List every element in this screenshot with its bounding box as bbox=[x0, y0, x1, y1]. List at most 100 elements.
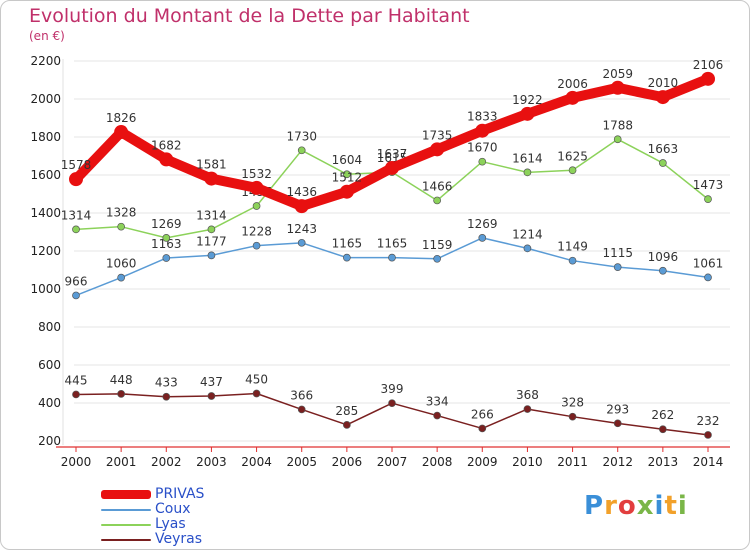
series-veyras: 445 448 433 437 450 366 285 399 334 266 368 328 293 2… bbox=[65, 373, 720, 439]
data-point-lyas bbox=[568, 166, 577, 175]
x-tick-label: 2000 bbox=[61, 455, 92, 469]
data-point-veyras bbox=[433, 411, 441, 420]
data-point-privas bbox=[114, 125, 129, 140]
data-label-lyas: 1269 bbox=[151, 217, 182, 231]
x-tick-label: 2001 bbox=[106, 455, 137, 469]
data-point-veyras bbox=[343, 421, 351, 429]
data-label-lyas: 1466 bbox=[422, 179, 453, 193]
data-label-coux: 1214 bbox=[512, 227, 543, 241]
data-point-veyras bbox=[568, 412, 577, 421]
data-label-lyas: 1604 bbox=[332, 153, 363, 167]
x-tick-label: 2013 bbox=[648, 455, 679, 469]
legend-swatch-veyras bbox=[101, 538, 151, 541]
data-point-privas bbox=[610, 80, 625, 95]
data-label-veyras: 232 bbox=[697, 414, 720, 428]
data-label-veyras: 366 bbox=[290, 388, 313, 402]
y-tick-label: 600 bbox=[38, 358, 61, 372]
legend-label-coux: Coux bbox=[155, 501, 191, 517]
data-label-privas: 1922 bbox=[512, 93, 543, 107]
data-label-coux: 1165 bbox=[332, 237, 363, 251]
data-point-lyas bbox=[343, 170, 351, 179]
data-point-privas bbox=[69, 172, 83, 187]
data-label-privas: 1682 bbox=[151, 138, 182, 152]
data-point-lyas bbox=[523, 168, 532, 177]
data-point-lyas bbox=[207, 225, 216, 234]
logo-letter: o bbox=[617, 491, 637, 521]
data-label-veyras: 328 bbox=[561, 396, 584, 410]
data-label-coux: 1163 bbox=[151, 237, 182, 251]
data-point-lyas bbox=[117, 222, 125, 231]
x-tick-label: 2012 bbox=[602, 455, 633, 469]
data-point-coux bbox=[433, 254, 441, 263]
data-point-coux bbox=[252, 241, 261, 250]
y-tick-label: 800 bbox=[38, 320, 61, 334]
data-label-privas: 2106 bbox=[693, 58, 724, 72]
chart-title: Evolution du Montant de la Dette par Hab… bbox=[29, 5, 470, 27]
data-label-lyas: 1614 bbox=[512, 151, 543, 165]
data-point-coux bbox=[704, 273, 712, 282]
data-point-lyas bbox=[297, 146, 306, 155]
data-point-privas bbox=[159, 152, 174, 167]
data-point-lyas bbox=[433, 196, 441, 205]
data-point-veyras bbox=[162, 392, 171, 401]
data-label-lyas: 1663 bbox=[648, 142, 679, 156]
chart-subtitle: (en €) bbox=[29, 29, 65, 43]
series-lyas: 1314132812691314143717301604161514661670… bbox=[61, 118, 724, 242]
data-label-veyras: 399 bbox=[381, 382, 404, 396]
data-point-coux bbox=[388, 253, 396, 262]
data-label-lyas: 1730 bbox=[286, 129, 317, 143]
x-tick-label: 2006 bbox=[332, 455, 363, 469]
data-label-coux: 1115 bbox=[602, 246, 633, 260]
data-label-lyas: 1670 bbox=[467, 141, 498, 155]
data-label-coux: 1159 bbox=[422, 238, 453, 252]
y-tick-label: 400 bbox=[38, 396, 61, 410]
data-point-privas bbox=[520, 106, 535, 121]
data-point-veyras bbox=[252, 389, 261, 398]
x-tick-label: 2008 bbox=[422, 455, 453, 469]
x-tick-label: 2003 bbox=[196, 455, 227, 469]
data-label-privas: 2010 bbox=[648, 76, 679, 90]
legend-label-privas: PRIVAS bbox=[155, 486, 205, 502]
data-point-coux bbox=[297, 238, 306, 247]
y-tick-label: 2000 bbox=[30, 92, 61, 106]
data-point-veyras bbox=[704, 431, 712, 439]
data-label-privas: 1512 bbox=[332, 171, 363, 185]
data-label-privas: 1735 bbox=[422, 128, 453, 142]
data-label-coux: 1243 bbox=[286, 222, 317, 236]
y-tick-label: 1200 bbox=[30, 244, 61, 258]
data-point-veyras bbox=[523, 405, 532, 413]
logo-letter: i bbox=[654, 491, 665, 521]
data-point-veyras bbox=[388, 399, 396, 408]
data-label-veyras: 445 bbox=[65, 373, 88, 387]
x-tick-label: 2009 bbox=[467, 455, 498, 469]
logo-letter: i bbox=[677, 491, 688, 521]
legend-item-veyras: Veyras bbox=[101, 532, 204, 547]
data-label-veyras: 437 bbox=[200, 375, 223, 389]
data-label-lyas: 1788 bbox=[602, 118, 633, 132]
data-point-coux bbox=[207, 251, 216, 260]
data-label-coux: 1149 bbox=[557, 240, 588, 254]
y-tick-label: 1800 bbox=[30, 130, 61, 144]
legend-label-lyas: Lyas bbox=[155, 516, 186, 532]
data-label-coux: 1060 bbox=[106, 257, 137, 271]
logo-letter: P bbox=[584, 491, 605, 521]
x-tick-label: 2002 bbox=[151, 455, 182, 469]
data-point-privas bbox=[430, 142, 445, 157]
data-label-veyras: 448 bbox=[110, 373, 133, 387]
data-point-coux bbox=[343, 253, 351, 262]
data-label-veyras: 293 bbox=[606, 402, 629, 416]
data-label-lyas: 1473 bbox=[693, 178, 724, 192]
x-tick-label: 2014 bbox=[693, 455, 724, 469]
data-label-veyras: 334 bbox=[426, 395, 449, 409]
data-label-privas: 1532 bbox=[241, 167, 272, 181]
data-point-lyas bbox=[252, 202, 261, 210]
data-label-privas: 1436 bbox=[286, 185, 317, 199]
data-label-privas: 1637 bbox=[377, 147, 408, 161]
data-point-privas bbox=[565, 90, 580, 105]
data-label-coux: 1269 bbox=[467, 217, 498, 231]
logo-letter: t bbox=[664, 491, 678, 521]
data-point-veyras bbox=[72, 390, 80, 399]
y-tick-label: 2200 bbox=[30, 54, 61, 68]
data-point-coux bbox=[162, 254, 171, 262]
